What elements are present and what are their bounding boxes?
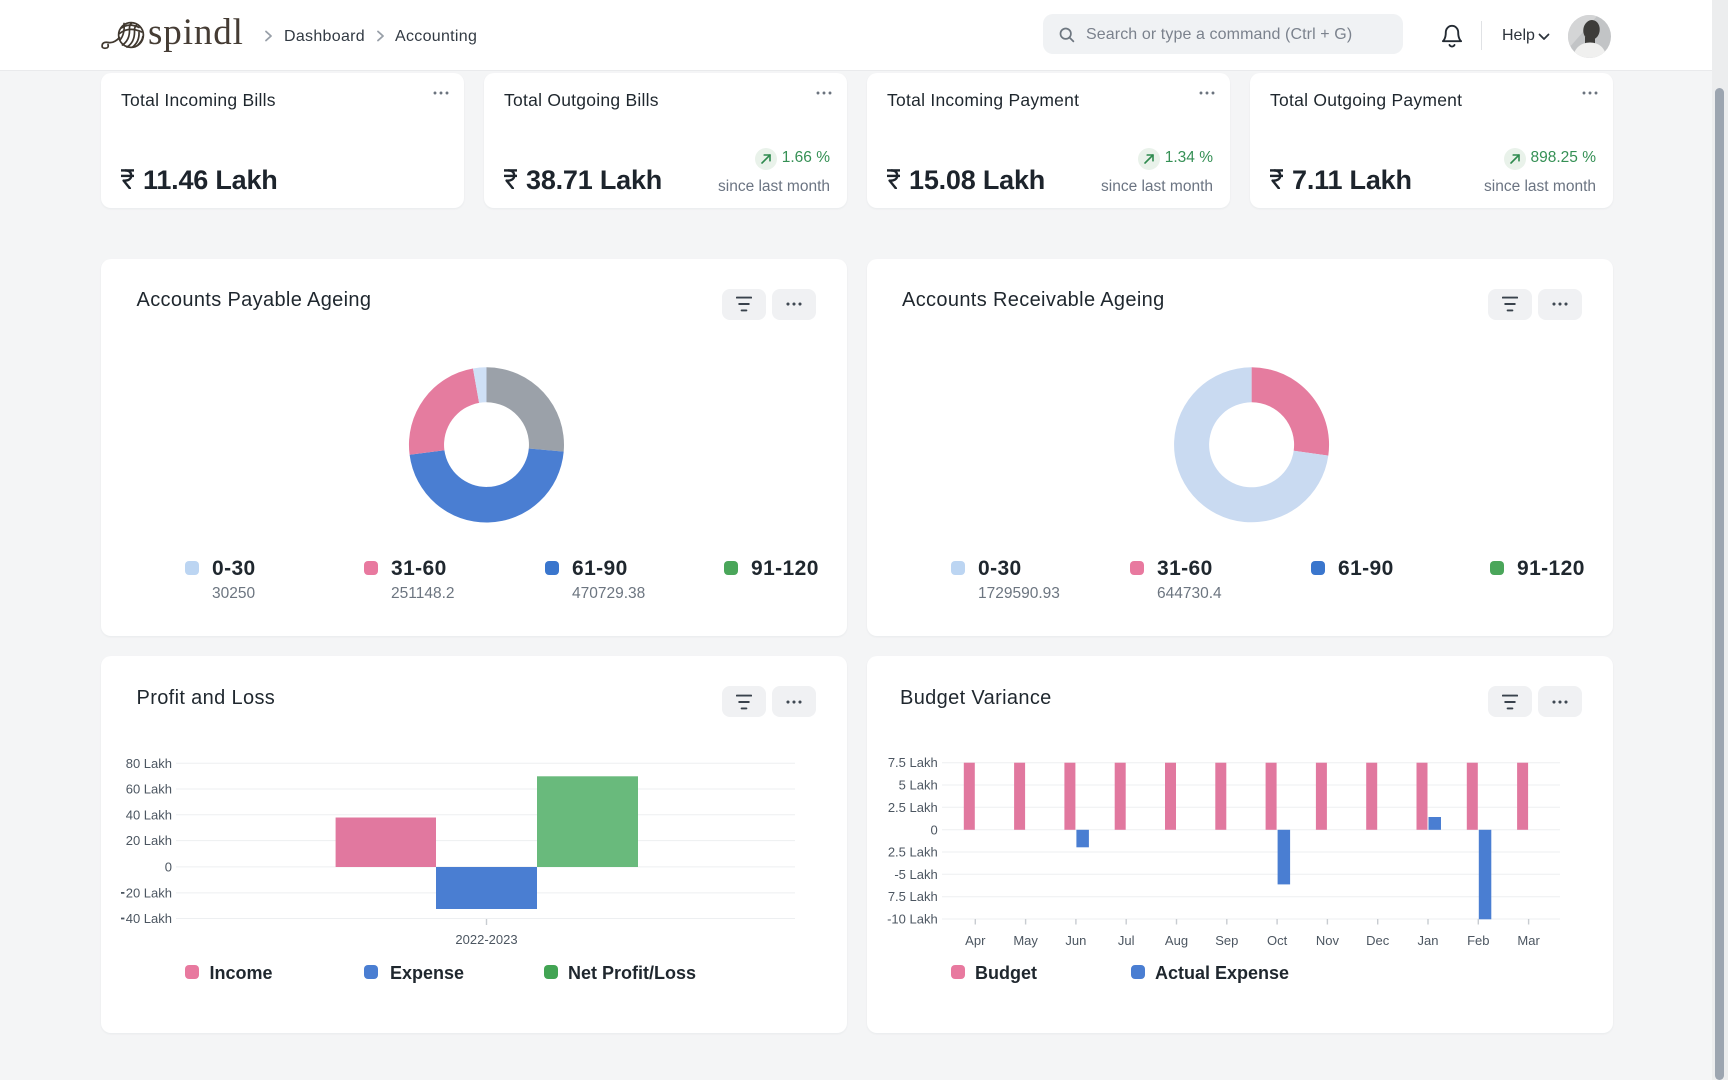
svg-text:2022-2023: 2022-2023 (455, 932, 517, 947)
svg-text:Sep: Sep (1215, 933, 1238, 948)
svg-text:40 Lakh: 40 Lakh (126, 911, 172, 926)
svg-text:40 Lakh: 40 Lakh (126, 807, 172, 822)
svg-text:0: 0 (930, 822, 937, 837)
svg-text:2.5 Lakh: 2.5 Lakh (888, 800, 938, 815)
svg-text:Mar: Mar (1517, 933, 1540, 948)
svg-text:Jun: Jun (1065, 933, 1086, 948)
svg-text:5 Lakh: 5 Lakh (899, 778, 938, 793)
svg-text:2.5 Lakh: 2.5 Lakh (888, 845, 938, 860)
svg-text:20 Lakh: 20 Lakh (126, 885, 172, 900)
svg-text:Oct: Oct (1267, 933, 1288, 948)
svg-text:-5 Lakh: -5 Lakh (894, 867, 937, 882)
svg-text:Jul: Jul (1118, 933, 1135, 948)
svg-text:0: 0 (165, 859, 172, 874)
svg-text:Nov: Nov (1316, 933, 1340, 948)
svg-text:80 Lakh: 80 Lakh (126, 756, 172, 771)
svg-text:May: May (1013, 933, 1038, 948)
svg-text:Feb: Feb (1467, 933, 1489, 948)
svg-text:-10 Lakh: -10 Lakh (887, 912, 938, 927)
svg-text:Aug: Aug (1165, 933, 1188, 948)
svg-text:7.5 Lakh: 7.5 Lakh (888, 889, 938, 904)
svg-text:Apr: Apr (965, 933, 986, 948)
svg-text:Dec: Dec (1366, 933, 1390, 948)
svg-text:20 Lakh: 20 Lakh (126, 833, 172, 848)
svg-text:60 Lakh: 60 Lakh (126, 782, 172, 797)
svg-text:Jan: Jan (1418, 933, 1439, 948)
svg-text:7.5 Lakh: 7.5 Lakh (888, 755, 938, 770)
